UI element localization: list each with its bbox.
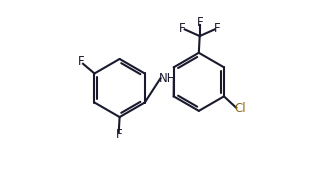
Text: Cl: Cl: [234, 102, 246, 115]
Text: F: F: [214, 22, 221, 35]
Text: F: F: [115, 128, 122, 141]
Text: NH: NH: [158, 72, 176, 85]
Text: F: F: [78, 55, 85, 68]
Text: F: F: [196, 15, 203, 29]
Text: F: F: [179, 22, 186, 35]
